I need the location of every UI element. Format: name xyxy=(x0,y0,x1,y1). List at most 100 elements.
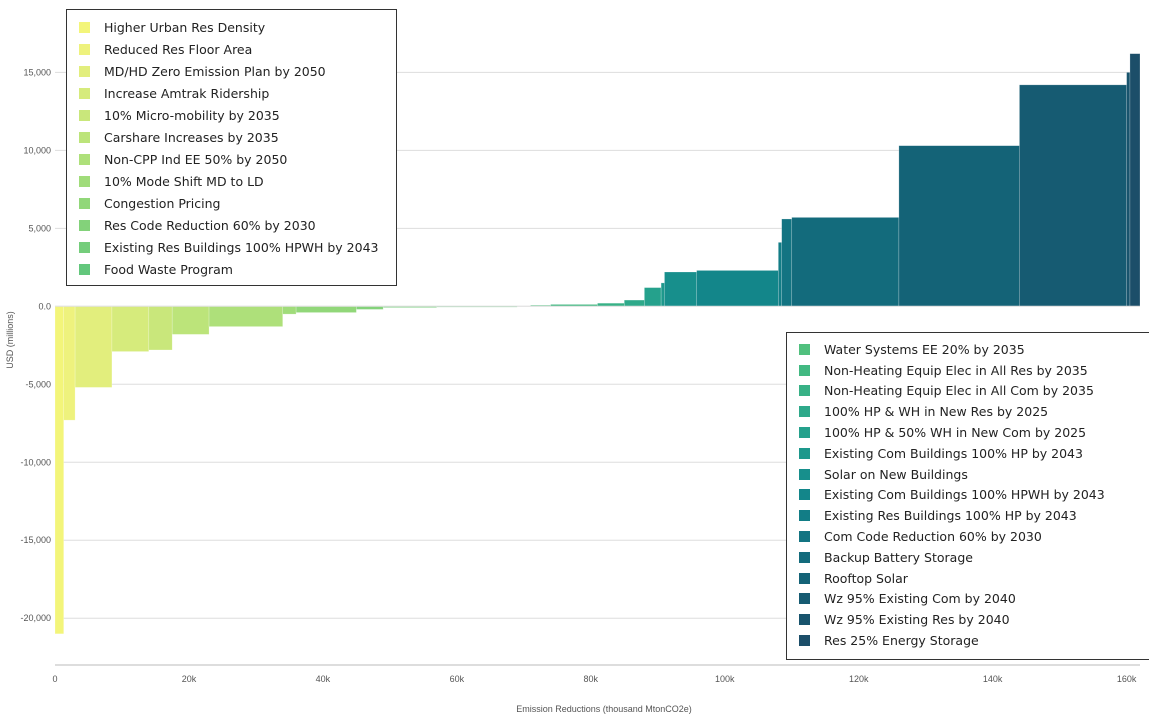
y-tick-label: 5,000 xyxy=(28,223,51,233)
legend-label: Non-CPP Ind EE 50% by 2050 xyxy=(104,151,288,167)
legend-label: Wz 95% Existing Com by 2040 xyxy=(824,591,1016,607)
legend-swatch xyxy=(799,572,810,584)
legend-swatch xyxy=(799,385,810,397)
legend-item: 100% HP & WH in New Res by 2025 xyxy=(799,401,1141,422)
legend-label: Water Systems EE 20% by 2035 xyxy=(824,341,1025,357)
legend-swatch xyxy=(79,21,90,33)
bars xyxy=(54,53,1141,635)
legend-swatch xyxy=(79,43,90,55)
legend-label: Existing Res Buildings 100% HPWH by 2043 xyxy=(104,239,379,255)
legend-item: Increase Amtrak Ridership xyxy=(79,82,388,104)
legend-label: 10% Mode Shift MD to LD xyxy=(104,173,264,189)
y-tick-label: 0.0 xyxy=(38,301,51,311)
legend-swatch xyxy=(799,468,810,480)
legend-item: 10% Micro-mobility by 2035 xyxy=(79,104,388,126)
legend-swatch xyxy=(799,614,810,626)
bar-3 xyxy=(74,306,113,388)
x-tick-label: 120k xyxy=(849,674,869,684)
bar-26 xyxy=(1126,72,1131,307)
x-tick-label: 80k xyxy=(584,674,599,684)
legend-label: Reduced Res Floor Area xyxy=(104,41,253,57)
legend-item: Solar on New Buildings xyxy=(799,464,1141,485)
bar-2 xyxy=(63,306,76,421)
legend-item: Existing Res Buildings 100% HPWH by 2043 xyxy=(79,236,388,258)
legend-label: 10% Micro-mobility by 2035 xyxy=(104,107,280,123)
legend-label: Res Code Reduction 60% by 2030 xyxy=(104,217,316,233)
legend-label: Existing Com Buildings 100% HPWH by 2043 xyxy=(824,487,1105,503)
legend-item: Congestion Pricing xyxy=(79,192,388,214)
legend-swatch xyxy=(799,510,810,522)
legend-item: Carshare Increases by 2035 xyxy=(79,126,388,148)
legend-swatch xyxy=(79,175,90,187)
legend-item: Wz 95% Existing Res by 2040 xyxy=(799,609,1141,630)
legend-label: Solar on New Buildings xyxy=(824,466,968,482)
legend-item: Non-Heating Equip Elec in All Res by 203… xyxy=(799,360,1141,381)
y-tick-label: -10,000 xyxy=(20,457,51,467)
legend-item: Non-CPP Ind EE 50% by 2050 xyxy=(79,148,388,170)
legend-label: 100% HP & 50% WH in New Com by 2025 xyxy=(824,425,1087,441)
bar-20 xyxy=(696,270,779,307)
bar-21 xyxy=(778,242,782,307)
legend-swatch xyxy=(799,364,810,376)
legend-item: Res Code Reduction 60% by 2030 xyxy=(79,214,388,236)
legend-item: Wz 95% Existing Com by 2040 xyxy=(799,589,1141,610)
legend-swatch xyxy=(799,447,810,459)
legend-item: Existing Com Buildings 100% HP by 2043 xyxy=(799,443,1141,464)
legend-label: Non-Heating Equip Elec in All Res by 203… xyxy=(824,362,1088,378)
bar-4 xyxy=(111,306,150,352)
bar-5 xyxy=(148,306,173,351)
bar-1 xyxy=(54,306,65,635)
legend-top-left: Higher Urban Res Density Reduced Res Floo… xyxy=(66,9,397,286)
legend-swatch xyxy=(79,87,90,99)
legend-label: Com Code Reduction 60% by 2030 xyxy=(824,529,1042,545)
legend-swatch xyxy=(79,197,90,209)
legend-label: Res 25% Energy Storage xyxy=(824,633,979,649)
legend-item: Rooftop Solar xyxy=(799,568,1141,589)
legend-swatch xyxy=(799,406,810,418)
x-tick-label: 160k xyxy=(1117,674,1137,684)
x-tick-label: 140k xyxy=(983,674,1003,684)
legend-item: Backup Battery Storage xyxy=(799,547,1141,568)
legend-label: MD/HD Zero Emission Plan by 2050 xyxy=(104,63,326,79)
legend-label: 100% HP & WH in New Res by 2025 xyxy=(824,404,1049,420)
y-tick-label: -20,000 xyxy=(20,613,51,623)
legend-label: Increase Amtrak Ridership xyxy=(104,85,270,101)
legend-item: Water Systems EE 20% by 2035 xyxy=(799,339,1141,360)
bar-7 xyxy=(208,306,284,327)
legend-label: Wz 95% Existing Res by 2040 xyxy=(824,612,1010,628)
legend-label: Existing Res Buildings 100% HP by 2043 xyxy=(824,508,1077,524)
legend-label: Non-Heating Equip Elec in All Com by 203… xyxy=(824,383,1094,399)
legend-swatch xyxy=(79,153,90,165)
legend-item: Food Waste Program xyxy=(79,258,388,280)
y-tick-label: 15,000 xyxy=(23,67,51,77)
legend-item: Com Code Reduction 60% by 2030 xyxy=(799,526,1141,547)
bar-17 xyxy=(644,287,662,307)
bar-25 xyxy=(1019,84,1127,307)
legend-swatch xyxy=(799,343,810,355)
legend-swatch xyxy=(799,635,810,647)
legend-swatch xyxy=(79,241,90,253)
x-tick-label: 100k xyxy=(715,674,735,684)
legend-label: Congestion Pricing xyxy=(104,195,221,211)
x-axis-title: Emission Reductions (thousand MtonCO2e) xyxy=(516,704,692,714)
x-axis-ticks: 0 20k 40k 60k 80k 100k 120k 140k 160k xyxy=(52,674,1136,684)
legend-label: Backup Battery Storage xyxy=(824,549,973,565)
legend-swatch xyxy=(799,531,810,543)
bar-8 xyxy=(282,306,297,315)
legend-item: MD/HD Zero Emission Plan by 2050 xyxy=(79,60,388,82)
y-tick-label: -5,000 xyxy=(25,379,51,389)
legend-swatch xyxy=(799,427,810,439)
bar-18 xyxy=(660,282,665,307)
y-tick-label: 10,000 xyxy=(23,145,51,155)
bar-19 xyxy=(664,271,697,307)
legend-swatch xyxy=(79,109,90,121)
legend-swatch xyxy=(79,219,90,231)
y-tick-label: -15,000 xyxy=(20,535,51,545)
bar-6 xyxy=(171,306,210,335)
legend-label: Rooftop Solar xyxy=(824,570,908,586)
legend-swatch xyxy=(799,489,810,501)
x-tick-label: 20k xyxy=(182,674,197,684)
legend-label: Higher Urban Res Density xyxy=(104,19,266,35)
bar-27 xyxy=(1129,53,1141,307)
